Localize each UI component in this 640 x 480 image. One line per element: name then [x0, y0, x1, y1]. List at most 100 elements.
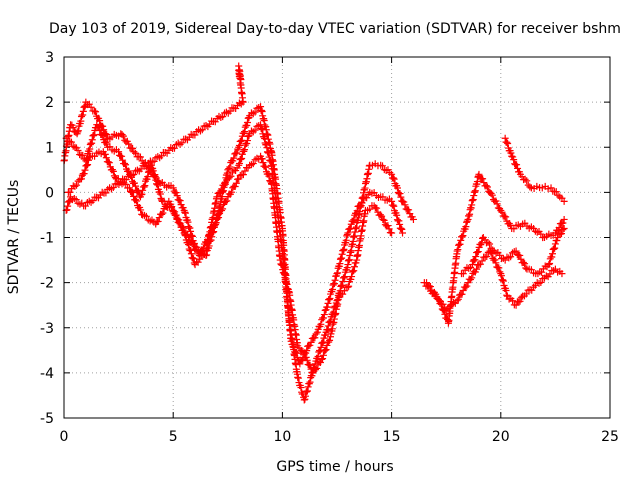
data-point — [483, 183, 491, 191]
data-point — [394, 188, 402, 196]
data-point — [79, 111, 87, 119]
data-point — [212, 219, 220, 227]
data-point — [236, 171, 244, 179]
x-tick-label: 25 — [601, 429, 619, 445]
data-point — [238, 154, 246, 162]
data-point — [466, 275, 474, 283]
data-point — [301, 395, 309, 403]
data-point — [314, 353, 322, 361]
data-point — [144, 168, 152, 176]
data-point — [131, 182, 139, 190]
data-point — [474, 248, 482, 256]
data-point — [319, 314, 327, 322]
data-point — [463, 217, 471, 225]
data-point — [74, 199, 82, 207]
x-tick-label: 20 — [492, 429, 510, 445]
data-point — [546, 259, 554, 267]
data-point — [324, 326, 332, 334]
data-point — [312, 330, 320, 338]
data-point — [259, 159, 267, 167]
data-point — [489, 246, 497, 254]
data-point — [341, 273, 349, 281]
data-point — [344, 229, 352, 237]
data-point — [235, 159, 243, 167]
data-point — [320, 311, 328, 319]
data-point — [318, 355, 326, 363]
data-point — [294, 374, 302, 382]
data-point — [220, 181, 228, 189]
data-point — [153, 180, 161, 188]
data-point — [462, 223, 470, 231]
data-point — [338, 281, 346, 289]
data-point — [453, 297, 461, 305]
data-point — [323, 303, 331, 311]
data-point — [507, 253, 515, 261]
data-point — [321, 346, 329, 354]
data-point — [350, 216, 358, 224]
data-point — [200, 122, 208, 130]
data-point — [173, 192, 181, 200]
data-point — [243, 140, 251, 148]
data-point — [348, 273, 356, 281]
data-point — [360, 195, 368, 203]
data-point — [151, 172, 159, 180]
data-point — [292, 349, 300, 357]
data-point — [99, 122, 107, 130]
data-point — [184, 234, 192, 241]
data-point — [66, 197, 74, 205]
data-point — [180, 224, 188, 232]
data-point — [545, 261, 553, 269]
data-point — [172, 141, 180, 149]
data-point — [304, 383, 312, 391]
data-point — [373, 204, 381, 212]
data-point — [231, 183, 239, 191]
data-point — [194, 258, 202, 266]
data-point — [90, 132, 98, 140]
data-point — [132, 149, 140, 157]
data-point — [486, 240, 494, 248]
data-point — [281, 271, 289, 279]
data-point — [329, 285, 337, 293]
data-point — [169, 184, 177, 192]
data-point — [283, 280, 291, 288]
data-point — [503, 138, 511, 146]
data-point — [554, 227, 562, 235]
data-point — [319, 351, 327, 359]
data-point — [302, 353, 310, 361]
data-point — [498, 208, 506, 216]
data-point — [303, 387, 311, 395]
data-point — [186, 224, 194, 232]
data-point — [458, 233, 466, 241]
data-point — [558, 270, 566, 278]
data-point — [154, 217, 162, 225]
data-point — [398, 225, 406, 233]
data-point — [321, 331, 329, 339]
data-point — [144, 173, 152, 181]
data-point — [487, 189, 495, 197]
data-point — [358, 199, 366, 207]
y-tick-label: -3 — [40, 321, 54, 337]
data-point — [552, 188, 560, 196]
data-point — [329, 281, 337, 289]
data-point — [279, 266, 287, 274]
data-point — [405, 206, 413, 214]
data-point — [83, 198, 91, 206]
data-point — [64, 198, 72, 206]
data-point — [294, 373, 302, 381]
data-point — [228, 188, 236, 196]
data-point — [483, 252, 491, 260]
y-axis-label: SDTVAR / TECUs — [6, 180, 22, 295]
data-point — [459, 270, 467, 278]
data-point — [198, 246, 206, 254]
data-point — [221, 180, 229, 188]
data-point — [251, 108, 259, 116]
data-point — [500, 212, 508, 220]
data-point — [223, 197, 231, 205]
data-point — [502, 213, 510, 221]
data-point — [79, 151, 87, 159]
data-point — [555, 224, 563, 232]
data-point — [560, 224, 568, 232]
data-point — [303, 356, 311, 364]
